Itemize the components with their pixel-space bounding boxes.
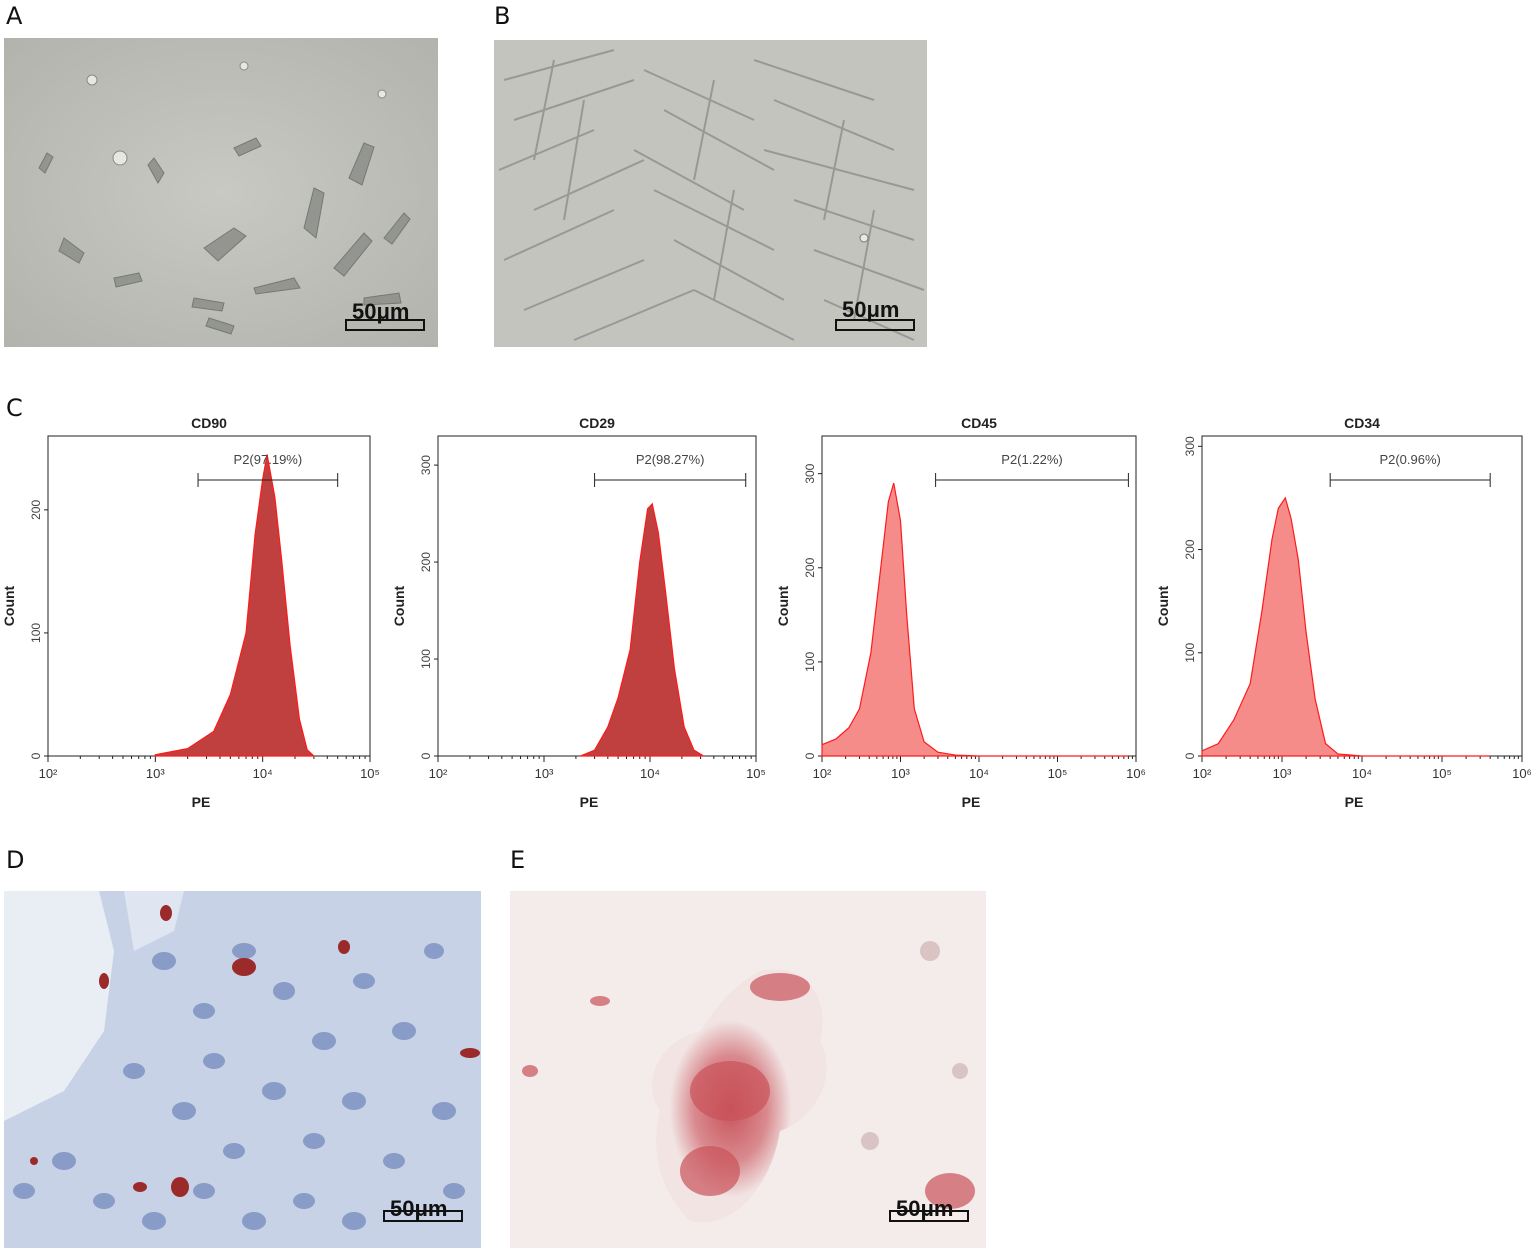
scalebar-label-e: 50μm	[896, 1196, 954, 1221]
micrograph-b	[494, 40, 927, 347]
y-tick-label: 0	[803, 752, 817, 759]
micrograph-d	[4, 891, 481, 1248]
chart-title: CD29	[579, 415, 615, 431]
y-tick-label: 300	[803, 463, 817, 483]
panel-label-e: E	[510, 846, 526, 874]
histogram-area	[821, 482, 1129, 757]
scalebar-e	[889, 1210, 969, 1222]
panel-label-d: D	[6, 846, 25, 874]
x-tick-label: 10⁵	[360, 766, 380, 781]
y-axis-label: Count	[1, 585, 17, 626]
micrograph-b-image	[494, 40, 927, 347]
x-axis-label: PE	[192, 794, 211, 810]
x-tick-label: 10⁵	[746, 766, 766, 781]
x-tick-label: 10²	[429, 766, 448, 781]
x-tick-label: 10⁵	[1432, 766, 1452, 781]
y-tick-label: 300	[419, 455, 433, 475]
x-tick-label: 10⁴	[1352, 766, 1372, 781]
y-tick-label: 0	[419, 752, 433, 759]
y-tick-label: 100	[419, 649, 433, 669]
x-tick-label: 10⁶	[1126, 766, 1146, 781]
x-tick-label: 10³	[1273, 766, 1292, 781]
y-tick-label: 100	[29, 623, 43, 643]
x-tick-label: 10²	[813, 766, 832, 781]
scalebar-label-b: 50μm	[842, 297, 900, 322]
x-axis-label: PE	[580, 794, 599, 810]
y-axis-label: Count	[1155, 585, 1171, 626]
x-tick-label: 10⁴	[640, 766, 660, 781]
plot-frame	[47, 435, 371, 757]
micrograph-d-image	[4, 891, 481, 1248]
chart-title: CD34	[1344, 415, 1380, 431]
scalebar-a	[345, 319, 425, 331]
x-tick-label: 10³	[535, 766, 554, 781]
y-tick-label: 200	[803, 557, 817, 577]
panel-label-a: A	[6, 2, 23, 30]
y-tick-label: 100	[803, 652, 817, 672]
x-axis-label: PE	[962, 794, 981, 810]
x-tick-label: 10³	[146, 766, 165, 781]
x-tick-label: 10⁴	[253, 766, 273, 781]
x-tick-label: 10⁶	[1512, 766, 1532, 781]
micrograph-e-image	[510, 891, 986, 1248]
gate-label: P2(97.19%)	[234, 452, 303, 467]
scalebar-d	[383, 1210, 463, 1222]
x-tick-label: 10⁴	[969, 766, 989, 781]
chart-title: CD45	[961, 415, 997, 431]
scalebar-b	[835, 319, 915, 331]
gate-label: P2(0.96%)	[1379, 452, 1440, 467]
x-tick-label: 10²	[1193, 766, 1212, 781]
plot-frame	[437, 435, 757, 757]
micrograph-e	[510, 891, 986, 1248]
x-tick-label: 10⁵	[1048, 766, 1068, 781]
scalebar-label-d: 50μm	[390, 1196, 448, 1221]
x-tick-label: 10³	[891, 766, 910, 781]
micrograph-a	[4, 38, 438, 347]
plot-frame	[1201, 435, 1523, 757]
gate-label: P2(98.27%)	[636, 452, 705, 467]
y-tick-label: 200	[29, 500, 43, 520]
histogram-area	[154, 454, 316, 757]
y-tick-label: 300	[1183, 436, 1197, 456]
micrograph-a-image	[4, 38, 438, 347]
chart-title: CD90	[191, 415, 227, 431]
y-tick-label: 200	[1183, 539, 1197, 559]
scalebar-label-a: 50μm	[352, 299, 410, 324]
y-tick-label: 200	[419, 552, 433, 572]
panel-label-c: C	[6, 394, 23, 422]
x-tick-label: 10²	[39, 766, 58, 781]
y-tick-label: 0	[29, 752, 43, 759]
y-tick-label: 0	[1183, 752, 1197, 759]
y-tick-label: 100	[1183, 642, 1197, 662]
plot-frame	[821, 435, 1137, 757]
x-axis-label: PE	[1345, 794, 1364, 810]
panel-label-b: B	[494, 2, 511, 30]
y-axis-label: Count	[391, 585, 407, 626]
histogram-area	[1201, 496, 1491, 757]
gate-label: P2(1.22%)	[1001, 452, 1062, 467]
y-axis-label: Count	[775, 585, 791, 626]
histogram-area	[580, 502, 706, 757]
